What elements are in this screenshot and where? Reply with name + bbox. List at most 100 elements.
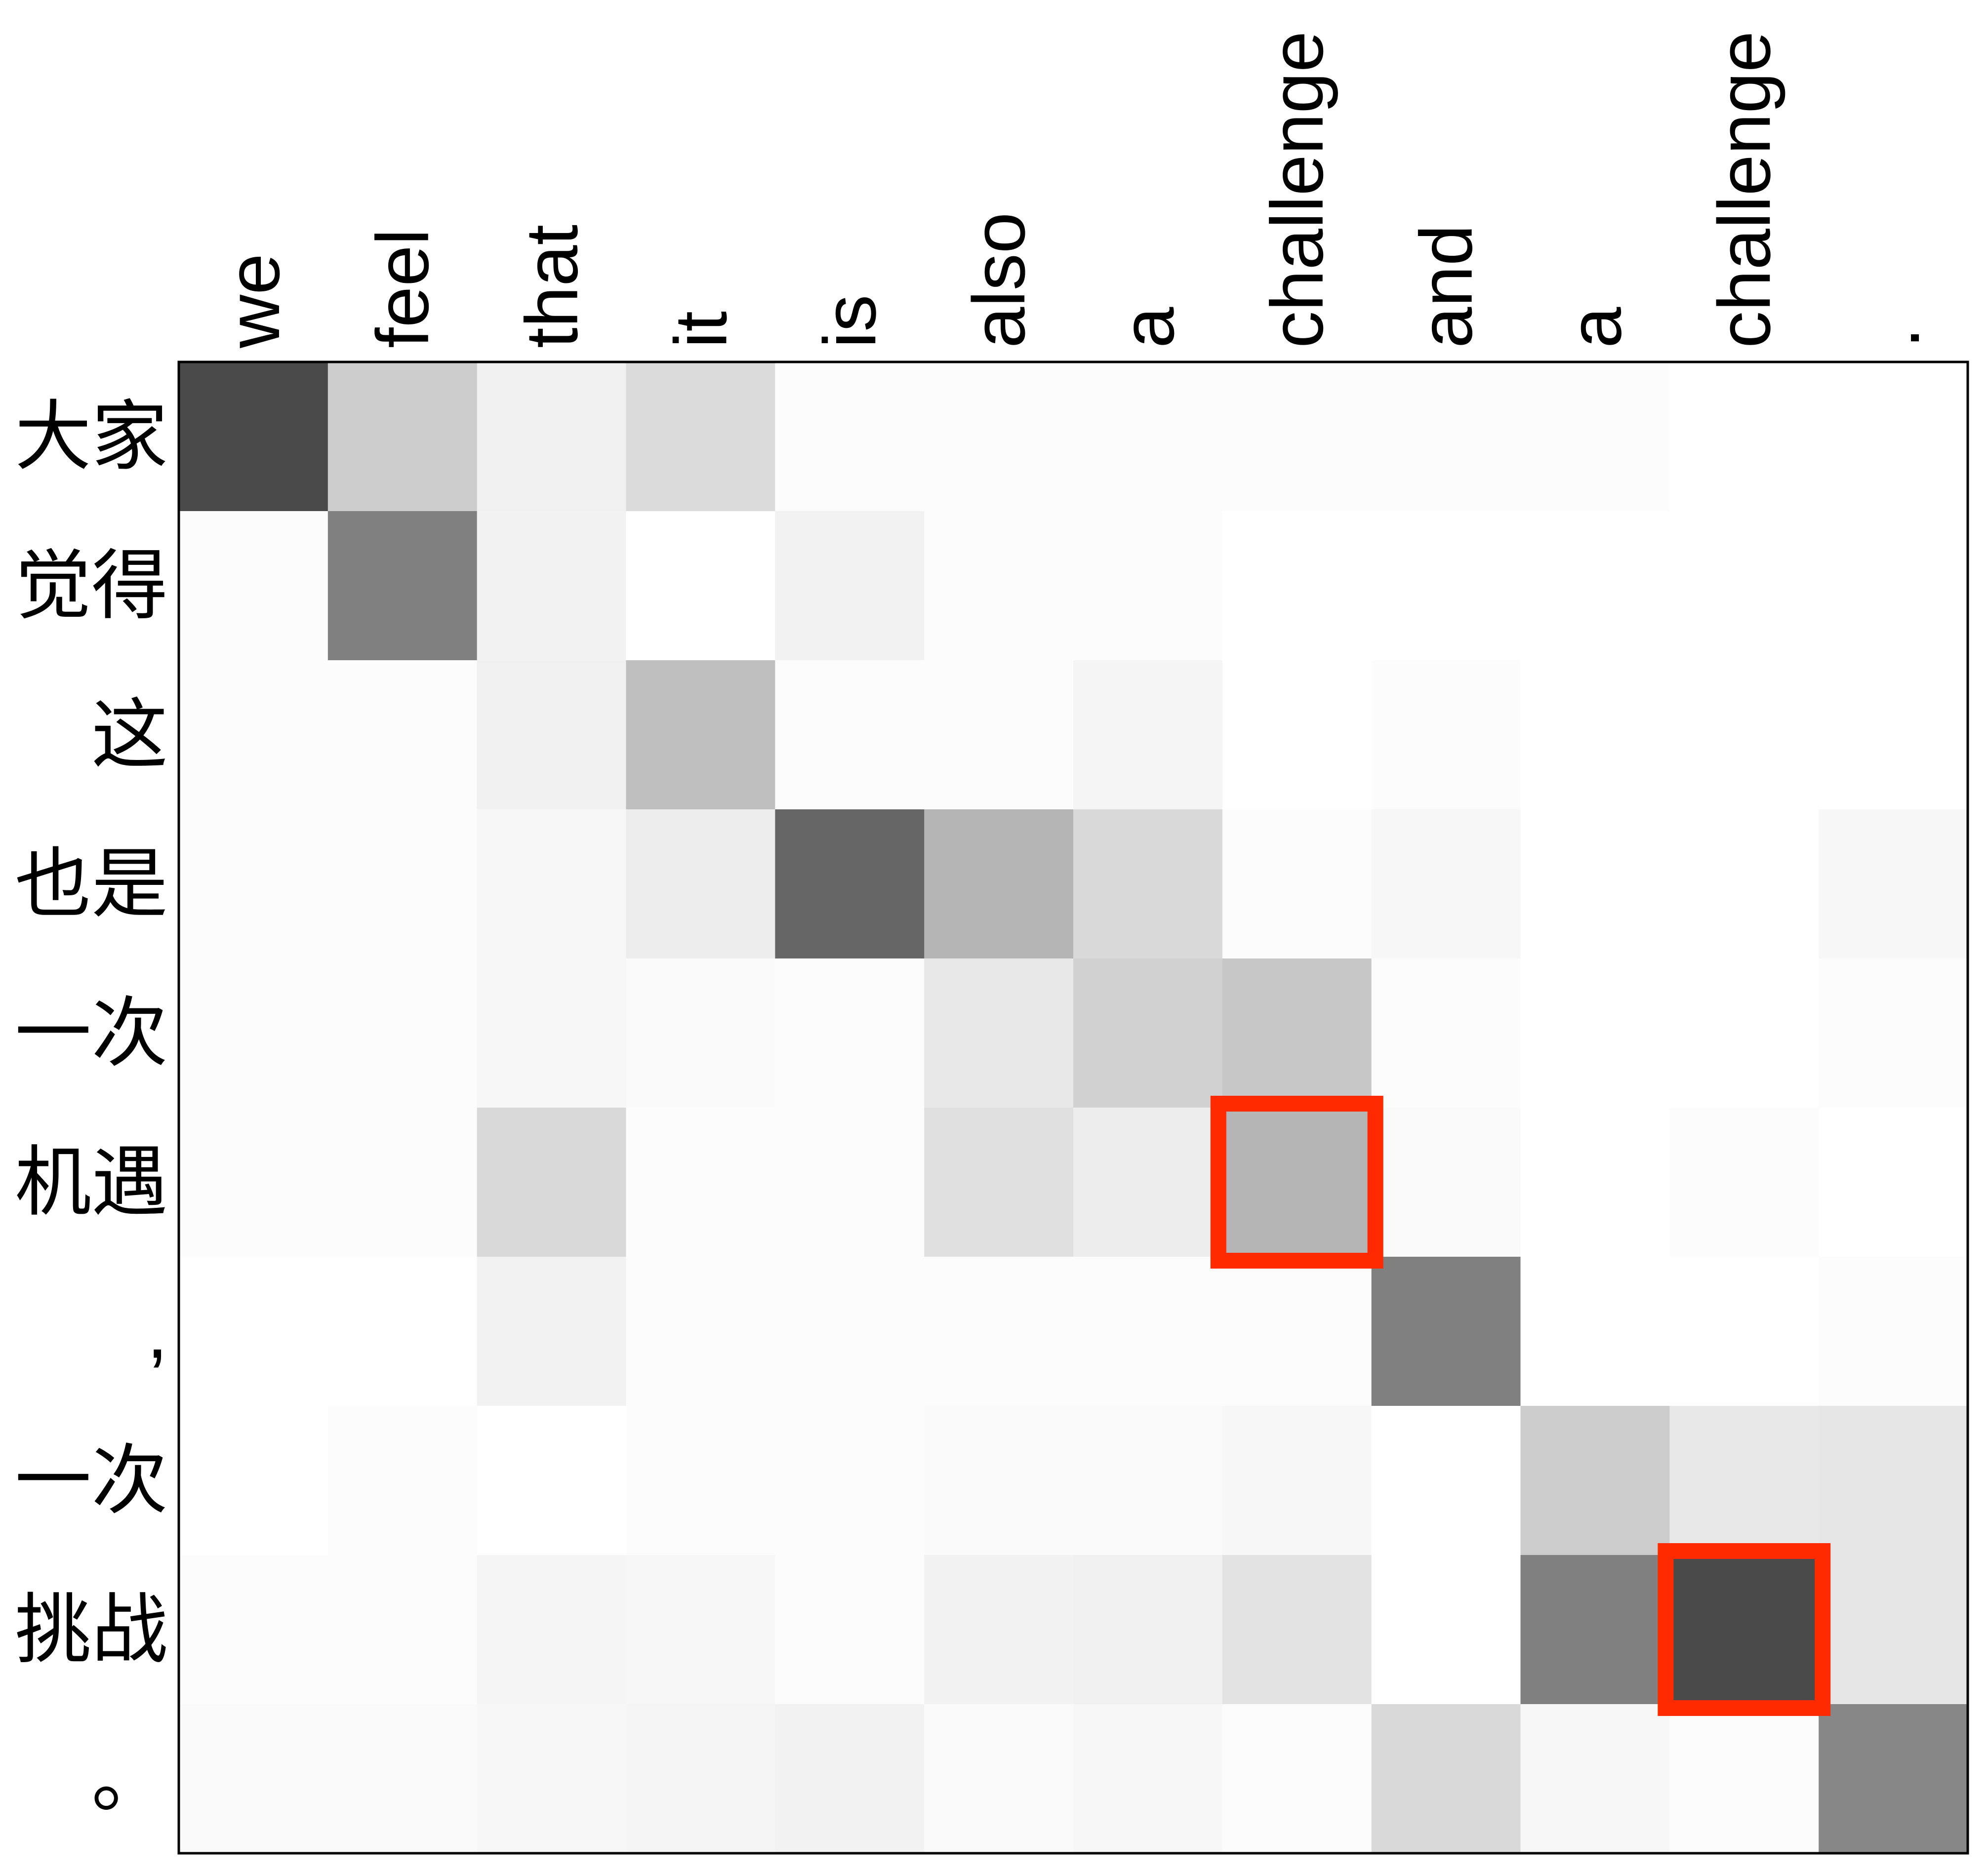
heatmap-cell (327, 1555, 478, 1705)
heatmap-cell (775, 1108, 925, 1257)
heatmap-cell (924, 1555, 1074, 1705)
heatmap-cell (1669, 1704, 1819, 1854)
heatmap-cell (626, 1257, 775, 1406)
heatmap-cell (477, 362, 626, 512)
heatmap-cell (1669, 958, 1819, 1108)
heatmap-cell (1371, 1704, 1521, 1854)
heatmap-cell (1520, 362, 1670, 512)
heatmap-cell (1222, 1257, 1372, 1406)
heatmap-cell (775, 511, 925, 661)
y-tick-label: 。 (91, 1736, 168, 1822)
heatmap-cell (1520, 1257, 1670, 1406)
heatmap-cell (1819, 1257, 1968, 1406)
heatmap-cell (1073, 809, 1223, 959)
x-tick-label: is (808, 295, 891, 348)
heatmap-cell (1819, 1406, 1968, 1555)
y-tick-label: 大家 (15, 394, 168, 479)
y-tick-label: 一次 (15, 991, 168, 1076)
heatmap-cell (924, 1704, 1074, 1854)
x-tick-label: challenge (1703, 31, 1785, 348)
heatmap-cell (327, 1257, 478, 1406)
heatmap-cell (924, 1108, 1074, 1257)
y-tick-label: , (147, 1289, 168, 1374)
heatmap-cell (327, 1406, 478, 1555)
heatmap-cell (1222, 1555, 1372, 1705)
heatmap-cell (327, 1108, 478, 1257)
heatmap-cell (179, 1555, 328, 1705)
heatmap-cell (775, 1406, 925, 1555)
heatmap-cell (477, 809, 626, 959)
heatmap-cell (924, 1257, 1074, 1406)
heatmap-cell (1073, 1257, 1223, 1406)
heatmap-cell (775, 958, 925, 1108)
heatmap-cell (1073, 1704, 1223, 1854)
heatmap-cell (179, 1406, 328, 1555)
heatmap-cell (1371, 1108, 1521, 1257)
heatmap-cell (327, 511, 478, 661)
heatmap-cell (775, 809, 925, 959)
x-tick-label: challenge (1256, 31, 1339, 348)
x-tick-label: it (659, 311, 742, 348)
heatmap-cell (1222, 660, 1372, 810)
heatmap-cell (626, 1406, 775, 1555)
plot-frame (177, 360, 1969, 1855)
heatmap-cell (1669, 660, 1819, 810)
y-tick-label: 机遇 (15, 1140, 168, 1225)
heatmap-cell (327, 958, 478, 1108)
y-tick-label: 也是 (15, 841, 168, 927)
heatmap-cell (1520, 809, 1670, 959)
heatmap-cell (1371, 362, 1521, 512)
heatmap-cell (327, 362, 478, 512)
heatmap-cell (477, 1555, 626, 1705)
heatmap-cell (1520, 958, 1670, 1108)
heatmap-cell (477, 1406, 626, 1555)
heatmap-cell (626, 958, 775, 1108)
heatmap-cell (1520, 511, 1670, 661)
highlight-box (1210, 1096, 1383, 1269)
heatmap-cell (1371, 809, 1521, 959)
heatmap-cell (775, 362, 925, 512)
heatmap-cell (1520, 1108, 1670, 1257)
heatmap-cell (626, 1555, 775, 1705)
heatmap-cell (626, 660, 775, 810)
heatmap-cell (1819, 511, 1968, 661)
heatmap-cell (179, 809, 328, 959)
x-tick-label: . (1852, 327, 1935, 348)
heatmap-cell (327, 1704, 478, 1854)
heatmap-cell (477, 660, 626, 810)
heatmap-cell (477, 511, 626, 661)
heatmap-cell (1520, 1555, 1670, 1705)
heatmap-cell (1222, 1108, 1372, 1257)
highlight-box (1658, 1543, 1831, 1716)
heatmap-cell (327, 660, 478, 810)
heatmap-cell (1669, 362, 1819, 512)
x-tick-label: feel (361, 229, 444, 348)
heatmap-cell (626, 362, 775, 512)
heatmap-cell (775, 1257, 925, 1406)
heatmap-cell (924, 511, 1074, 661)
y-tick-label: 挑战 (15, 1587, 168, 1673)
heatmap-cell (1073, 511, 1223, 661)
heatmap-cell (1669, 1555, 1819, 1705)
heatmap-cell (1819, 809, 1968, 959)
heatmap-cell (1669, 1257, 1819, 1406)
heatmap-cell (179, 1704, 328, 1854)
heatmap-cell (1371, 511, 1521, 661)
heatmap-cell (1819, 362, 1968, 512)
x-tick-label: and (1405, 225, 1488, 348)
heatmap-cell (179, 362, 328, 512)
x-tick-label: also (957, 212, 1040, 348)
heatmap-cell (179, 1108, 328, 1257)
heatmap-cell (1371, 1406, 1521, 1555)
heatmap-cell (1222, 809, 1372, 959)
x-tick-label: that (510, 225, 593, 348)
heatmap-cell (1222, 958, 1372, 1108)
x-tick-label: we (212, 253, 295, 349)
y-tick-label: 一次 (15, 1438, 168, 1523)
heatmap-cell (477, 1257, 626, 1406)
heatmap-cell (775, 660, 925, 810)
heatmap-cell (1073, 362, 1223, 512)
heatmap-cell (1371, 1257, 1521, 1406)
heatmap-cell (179, 660, 328, 810)
